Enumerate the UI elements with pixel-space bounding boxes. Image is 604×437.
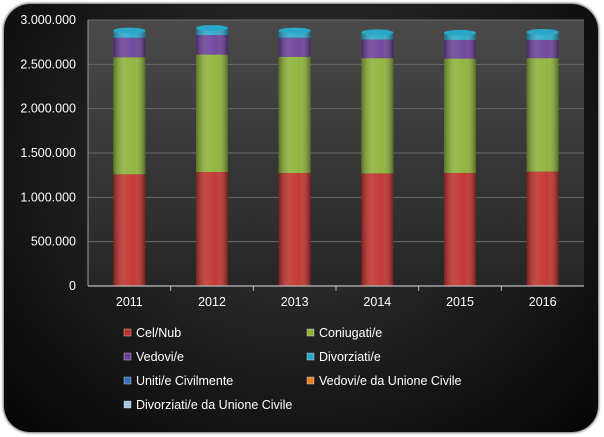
bar-segment-shade [113, 30, 146, 38]
legend-label: Uniti/e Civilmente [136, 374, 233, 388]
bar-segment-shade [278, 56, 311, 173]
x-tick-label: 2013 [281, 295, 309, 309]
y-tick-label: 500.000 [31, 235, 76, 249]
legend-item: Uniti/e Civilmente [123, 374, 233, 388]
bar-segment-shade [278, 37, 311, 57]
legend-label: Vedovi/e [136, 350, 184, 364]
bar-segment-shade [444, 39, 476, 59]
bar-segment-shade [526, 39, 559, 59]
x-tick-label: 2016 [529, 295, 557, 309]
bar-cap [278, 27, 311, 34]
bar-segment-shade [113, 174, 146, 286]
bar-segment-shade [196, 35, 228, 55]
legend-label: Divorziati/e [319, 350, 381, 364]
bar-segment-shade [361, 58, 394, 174]
bar-segment-shade [526, 31, 559, 40]
bar-segment-shade [444, 32, 476, 40]
legend-swatch [306, 328, 315, 337]
legend-item: Divorziati/e [306, 350, 381, 364]
y-tick-label: 0 [69, 279, 76, 293]
legend-item: Divorziati/e da Unione Civile [123, 398, 292, 412]
legend-item: Coniugati/e [306, 326, 382, 340]
legend-item: Vedovi/e [123, 350, 184, 364]
legend-swatch [123, 400, 132, 409]
bar-stack-2011 [113, 27, 146, 286]
legend-swatch [123, 328, 132, 337]
y-tick-label: 1.500.000 [20, 146, 76, 160]
bar-stack-2015 [444, 29, 476, 286]
bar-segment-shade [278, 172, 311, 286]
bar-cap [361, 29, 394, 36]
y-tick-label: 2.500.000 [20, 57, 76, 71]
legend-swatch [123, 376, 132, 385]
y-tick-label: 3.000.000 [20, 13, 76, 27]
bar-segment-shade [196, 172, 228, 286]
legend-swatch [123, 352, 132, 361]
x-axis: 2011 2012 2013 2014 2015 2016 [88, 285, 584, 309]
x-tick-label: 2011 [116, 295, 143, 309]
bar-segment-shade [526, 58, 559, 172]
legend-label: Cel/Nub [136, 326, 181, 340]
bar-cap [526, 28, 559, 35]
legend-label: Divorziati/e da Unione Civile [136, 398, 292, 412]
legend-label: Vedovi/e da Unione Civile [319, 374, 461, 388]
bar-segment-shade [196, 54, 228, 173]
bar-segment-shade [526, 171, 559, 286]
x-tick-label: 2014 [363, 295, 391, 309]
legend-label: Coniugati/e [319, 326, 382, 340]
x-tick-label: 2015 [446, 295, 474, 309]
legend-swatch [306, 376, 315, 385]
y-tick-label: 1.000.000 [20, 190, 76, 204]
bar-segment-shade [113, 37, 146, 58]
bar-cap [196, 24, 228, 31]
y-axis: 0 500.000 1.000.000 1.500.000 2.000.000 2.500… [20, 13, 89, 293]
bar-segment-shade [361, 32, 394, 40]
legend-item: Vedovi/e da Unione Civile [306, 374, 461, 388]
y-tick-label: 2.000.000 [20, 102, 76, 116]
bar-cap [113, 27, 146, 34]
bar-segment-shade [444, 58, 476, 173]
x-tick-label: 2012 [198, 295, 226, 309]
bar-segment-shade [278, 30, 311, 38]
legend: Cel/Nub Coniugati/e Vedovi/e Divorziati/e Un… [123, 326, 461, 412]
bars [113, 24, 559, 286]
bar-segment-shade [444, 172, 476, 286]
bar-segment-shade [361, 39, 394, 59]
bar-stack-2014 [361, 29, 394, 286]
legend-swatch [306, 352, 315, 361]
bar-stack-2012 [196, 24, 228, 286]
bar-segment-shade [196, 27, 228, 36]
bar-stack-2016 [526, 28, 559, 286]
bar-segment-shade [361, 173, 394, 286]
bar-cap [444, 29, 476, 36]
bar-stack-2013 [278, 27, 311, 286]
legend-item: Cel/Nub [123, 326, 181, 340]
bar-segment-shade [113, 57, 146, 175]
